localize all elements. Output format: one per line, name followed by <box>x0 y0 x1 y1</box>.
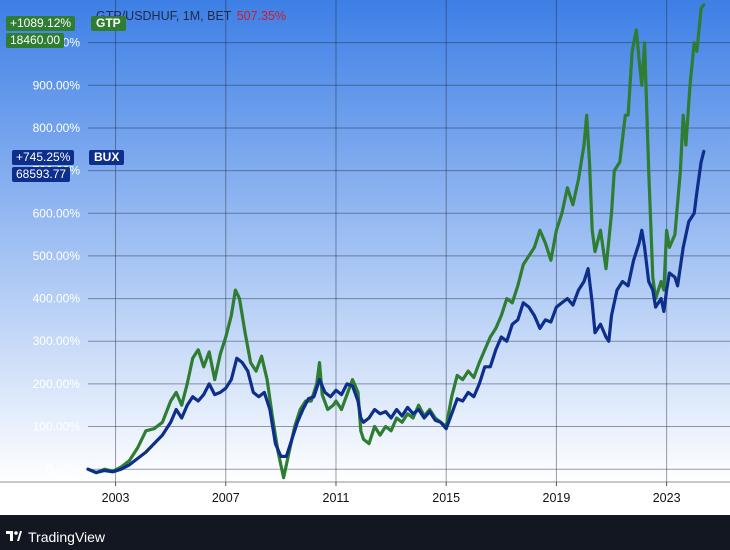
gtp-tag: GTP <box>91 16 126 31</box>
y-tick-label: 500.00% <box>33 249 81 263</box>
series-line-bux <box>86 149 706 475</box>
chart-background <box>0 0 730 482</box>
series-line-gtp <box>86 3 706 480</box>
x-tick-label: 2003 <box>102 491 130 505</box>
y-tick-label: 100.00% <box>33 420 81 434</box>
y-tick-label: 300.00% <box>33 334 81 348</box>
x-tick-label: 2011 <box>323 491 350 505</box>
bux-tag: BUX <box>89 150 125 165</box>
y-tick-label: 0.00% <box>46 462 80 476</box>
x-tick-label: 2007 <box>212 491 240 505</box>
x-axis-background <box>0 482 730 515</box>
y-tick-label: 800.00% <box>33 121 81 135</box>
brand-text: TradingView <box>28 529 106 545</box>
change-value: 507.35% <box>236 9 287 23</box>
bux-price-badge: 68593.77 <box>12 167 71 182</box>
x-tick-label: 2019 <box>543 491 571 505</box>
footer-bar: TradingView <box>0 515 730 550</box>
y-tick-label: 200.00% <box>33 377 81 391</box>
y-tick-label: 900.00% <box>33 78 81 92</box>
chart-header: GTP/USDHUF, 1M, BET 507.35% <box>96 9 286 23</box>
gtp-pct-badge: +1089.12% <box>6 16 76 31</box>
y-tick-label: 600.00% <box>33 206 81 220</box>
symbol-text: GTP/USDHUF, 1M, BET <box>96 9 232 23</box>
y-tick-label: 400.00% <box>33 292 81 306</box>
gtp-price-badge: 18460.00 <box>6 33 65 48</box>
bux-pct-badge: +745.25% <box>12 150 75 165</box>
tradingview-logo-icon <box>6 531 22 541</box>
x-tick-label: 2023 <box>653 491 681 505</box>
x-tick-label: 2015 <box>432 491 460 505</box>
